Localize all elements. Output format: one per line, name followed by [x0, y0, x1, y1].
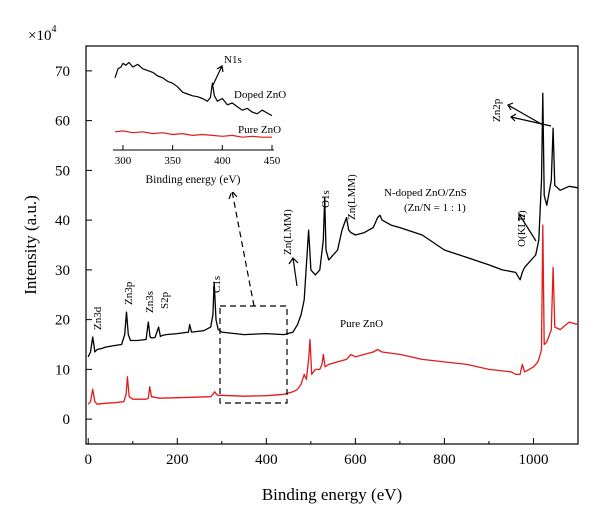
inset-x-tick-label: 450 [264, 155, 281, 167]
arrow-o-kll [518, 213, 537, 242]
inset-label-pure: Pure ZnO [238, 124, 281, 136]
x-tick-label: 0 [84, 452, 92, 468]
x-tick-label: 200 [166, 452, 189, 468]
inset-chart: 300 350 400 450 Binding energy (eV) N1s Dop… [113, 54, 286, 186]
arrow-n1s [212, 65, 224, 86]
label-ratio: (Zn/N = 1 : 1) [404, 202, 466, 214]
zoom-region-box [219, 305, 288, 404]
y-tick-label: 10 [55, 362, 70, 378]
y-tick-label: 50 [55, 163, 70, 179]
series-line-doped [87, 92, 579, 358]
y-axis: 0 10 20 30 40 50 60 70 [55, 64, 92, 428]
label-pure-main: Pure ZnO [340, 318, 383, 330]
y-tick-label: 40 [55, 213, 70, 229]
label-zn-lmm-1: Zn(LMM) [282, 209, 294, 255]
inset-x-tick-label: 400 [214, 155, 231, 167]
y-tick-label: 20 [55, 313, 70, 329]
label-sample: N-doped ZnO/ZnS [384, 187, 467, 199]
y-tick-label: 60 [55, 114, 70, 130]
inset-series-line-doped [114, 61, 273, 117]
label-c1s: C1s [211, 276, 223, 293]
plot-frame [85, 45, 579, 445]
x-tick-label: 400 [255, 452, 278, 468]
label-o1s: O1s [320, 190, 332, 208]
x-axis-title: Binding energy (eV) [262, 485, 402, 504]
y-tick-label: 70 [55, 64, 70, 80]
y-tick-label: 30 [55, 263, 70, 279]
inset-series-line-pure [114, 130, 272, 138]
y-multiplier: ×104 [28, 24, 56, 44]
y-axis-title: Intensity (a.u.) [21, 195, 40, 295]
annotation-arrows [212, 65, 552, 307]
main-series-group [87, 92, 579, 405]
arrow-inset-link [228, 189, 255, 307]
inset-x-tick-label: 350 [164, 155, 181, 167]
x-tick-label: 600 [344, 452, 367, 468]
inset-x-axis-title: Binding energy (eV) [146, 174, 241, 186]
label-zn3s: Zn3s [144, 291, 156, 313]
inset-x-axis: 300 350 400 450 [115, 145, 281, 167]
arrow-zn2p-1 [507, 102, 544, 126]
series-line-pure [87, 224, 579, 405]
label-zn3d: Zn3d [92, 306, 104, 330]
x-tick-label: 800 [433, 452, 456, 468]
label-s2p: S2p [159, 291, 171, 309]
x-tick-label: 1000 [518, 452, 548, 468]
y-multiplier-exponent: 4 [51, 24, 56, 35]
inset-x-tick-label: 300 [115, 155, 132, 167]
y-tick-label: 0 [63, 412, 71, 428]
x-axis: 0 200 400 600 800 1000 [84, 438, 579, 468]
inset-label-n1s: N1s [224, 54, 242, 66]
label-zn-lmm-2: Zn(LMM) [346, 174, 358, 220]
inset-series-group [114, 61, 273, 138]
arrow-zn2p-2 [510, 113, 552, 127]
label-zn3p: Zn3p [123, 281, 135, 305]
inset-label-doped: Doped ZnO [234, 89, 286, 101]
arrow-zn-lmm-1 [288, 257, 299, 287]
label-zn2p: Zn2p [491, 98, 503, 122]
